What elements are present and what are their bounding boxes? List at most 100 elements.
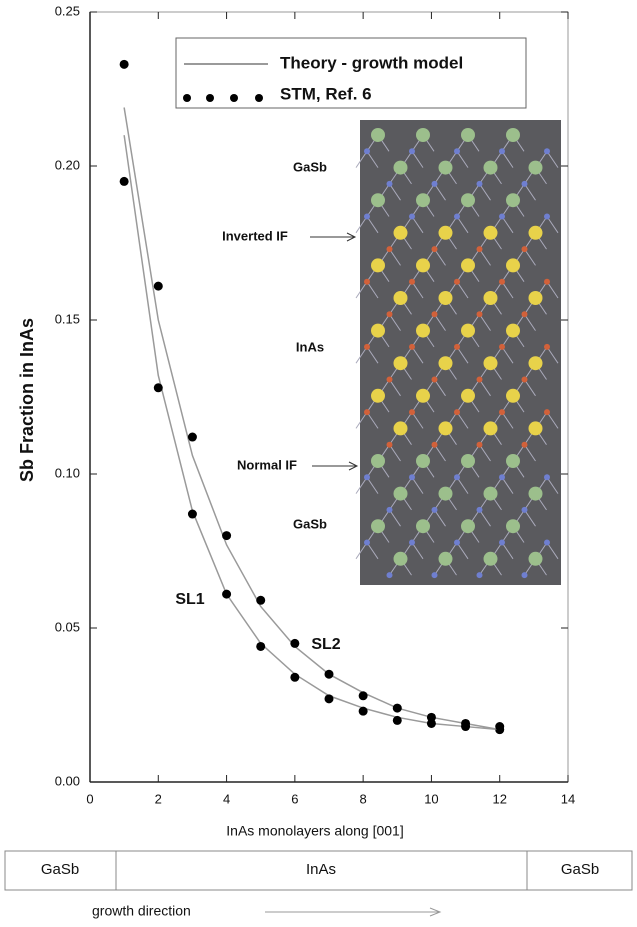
legend-swatch (255, 94, 263, 102)
bond (434, 248, 446, 266)
stm-point (392, 715, 402, 725)
atom (521, 506, 528, 513)
bond (524, 248, 536, 266)
atom (393, 291, 408, 305)
stm-point (358, 706, 368, 716)
stm-point (153, 383, 163, 393)
y-tick-label: 0.25 (55, 3, 80, 18)
bond (501, 281, 514, 299)
bond (355, 477, 368, 494)
bond (546, 281, 559, 299)
atom (393, 356, 408, 371)
series-annotation: SL2 (311, 636, 340, 653)
bond (479, 379, 491, 397)
bond (456, 477, 469, 494)
legend-swatch (183, 94, 191, 102)
atom (454, 474, 460, 481)
atom (454, 343, 460, 350)
bond (434, 379, 446, 397)
x-tick-label: 14 (561, 791, 575, 806)
x-tick-label: 10 (424, 791, 438, 806)
atom (416, 323, 430, 338)
bond (456, 281, 469, 299)
atom (544, 409, 550, 416)
bond (434, 183, 446, 201)
atom (521, 180, 528, 187)
stm-point (153, 281, 163, 291)
inset-label: Normal IF (237, 457, 297, 472)
x-tick-label: 12 (492, 791, 506, 806)
bond (389, 444, 401, 462)
atom (483, 486, 498, 501)
bond (524, 183, 536, 201)
atom (544, 278, 550, 285)
y-tick-label: 0.10 (55, 465, 80, 480)
atom (393, 225, 408, 240)
pointer-arrow-head (348, 461, 359, 471)
theory-curve (123, 107, 500, 731)
bond (456, 151, 469, 168)
layer-label: InAs (306, 861, 336, 878)
atom (461, 193, 475, 208)
bond (456, 216, 469, 234)
atom (499, 278, 505, 285)
atom (438, 225, 453, 240)
atom (528, 160, 543, 175)
bond (501, 346, 514, 364)
bond (456, 346, 469, 364)
bond (366, 411, 379, 429)
atom (544, 213, 550, 220)
atom (431, 311, 438, 318)
x-tick-label: 2 (155, 791, 162, 806)
atom (544, 343, 550, 350)
stm-point (256, 595, 266, 605)
atom (476, 441, 483, 448)
stm-point (187, 509, 197, 519)
series-annotation: SL1 (175, 591, 204, 608)
atom (438, 291, 453, 305)
bond (546, 411, 559, 429)
atom (371, 128, 385, 142)
bond (366, 542, 379, 560)
atom (461, 128, 475, 142)
bond (434, 314, 446, 331)
bond (479, 444, 491, 462)
layer-bar (4, 850, 633, 891)
stm-point (495, 722, 505, 732)
atom (371, 519, 385, 534)
atom (438, 551, 453, 566)
bond (355, 281, 368, 299)
atom (393, 551, 408, 566)
atom (521, 376, 528, 383)
bond (389, 379, 401, 397)
atom (528, 291, 543, 305)
atom (528, 421, 543, 436)
atom (483, 160, 498, 175)
atom (499, 213, 505, 220)
bond (366, 151, 379, 168)
atom (438, 356, 453, 371)
atom (416, 193, 430, 208)
atom (416, 519, 430, 534)
atom (544, 474, 550, 481)
stm-point (290, 672, 300, 682)
inset-label: Inverted IF (222, 228, 288, 243)
atom (461, 519, 475, 534)
atom (499, 409, 505, 416)
atom (386, 311, 393, 318)
bond (524, 444, 536, 462)
bond (479, 248, 491, 266)
bond (434, 444, 446, 462)
direction-label: growth direction (92, 903, 191, 919)
atom (371, 323, 385, 338)
atom (544, 539, 550, 546)
atom (438, 160, 453, 175)
bond (411, 281, 424, 299)
atom (544, 148, 550, 155)
atom (476, 572, 483, 579)
bond (389, 314, 401, 331)
x-tick-label: 4 (223, 791, 230, 806)
atom (506, 258, 520, 273)
atom (528, 551, 543, 566)
